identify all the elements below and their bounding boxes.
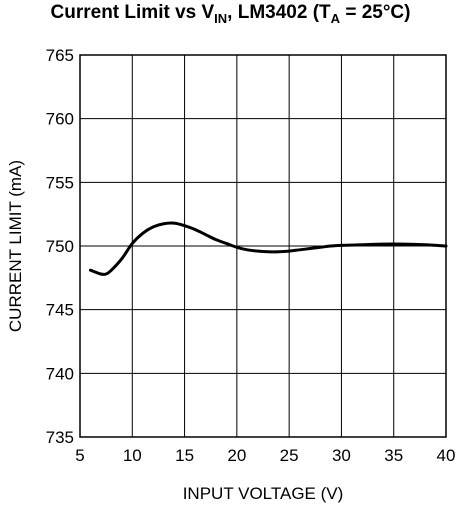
y-tick-label: 740 [46,364,74,383]
chart-title: Current Limit vs VIN, LM3402 (TA = 25°C) [50,2,411,26]
y-axis-label: CURRENT LIMIT (mA) [6,160,25,332]
y-tick-label: 755 [46,173,74,192]
y-tick-label: 745 [46,301,74,320]
x-axis-label: INPUT VOLTAGE (V) [183,484,344,503]
x-tick-label: 35 [384,446,403,465]
x-tick-label: 30 [332,446,351,465]
x-tick-labels: 5 10 15 20 25 30 35 40 [75,446,455,465]
y-tick-label: 765 [46,46,74,65]
series-line [88,221,448,276]
y-tick-label: 735 [46,428,74,447]
x-tick-label: 15 [175,446,194,465]
x-tick-label: 25 [280,446,299,465]
y-tick-label: 750 [46,237,74,256]
y-tick-label: 760 [46,110,74,129]
x-tick-label: 10 [123,446,142,465]
y-tick-labels: 735 740 745 750 755 760 765 [46,46,74,447]
x-tick-label: 20 [227,446,246,465]
x-tick-label: 40 [437,446,456,465]
x-tick-label: 5 [75,446,84,465]
grid-lines [79,54,447,438]
